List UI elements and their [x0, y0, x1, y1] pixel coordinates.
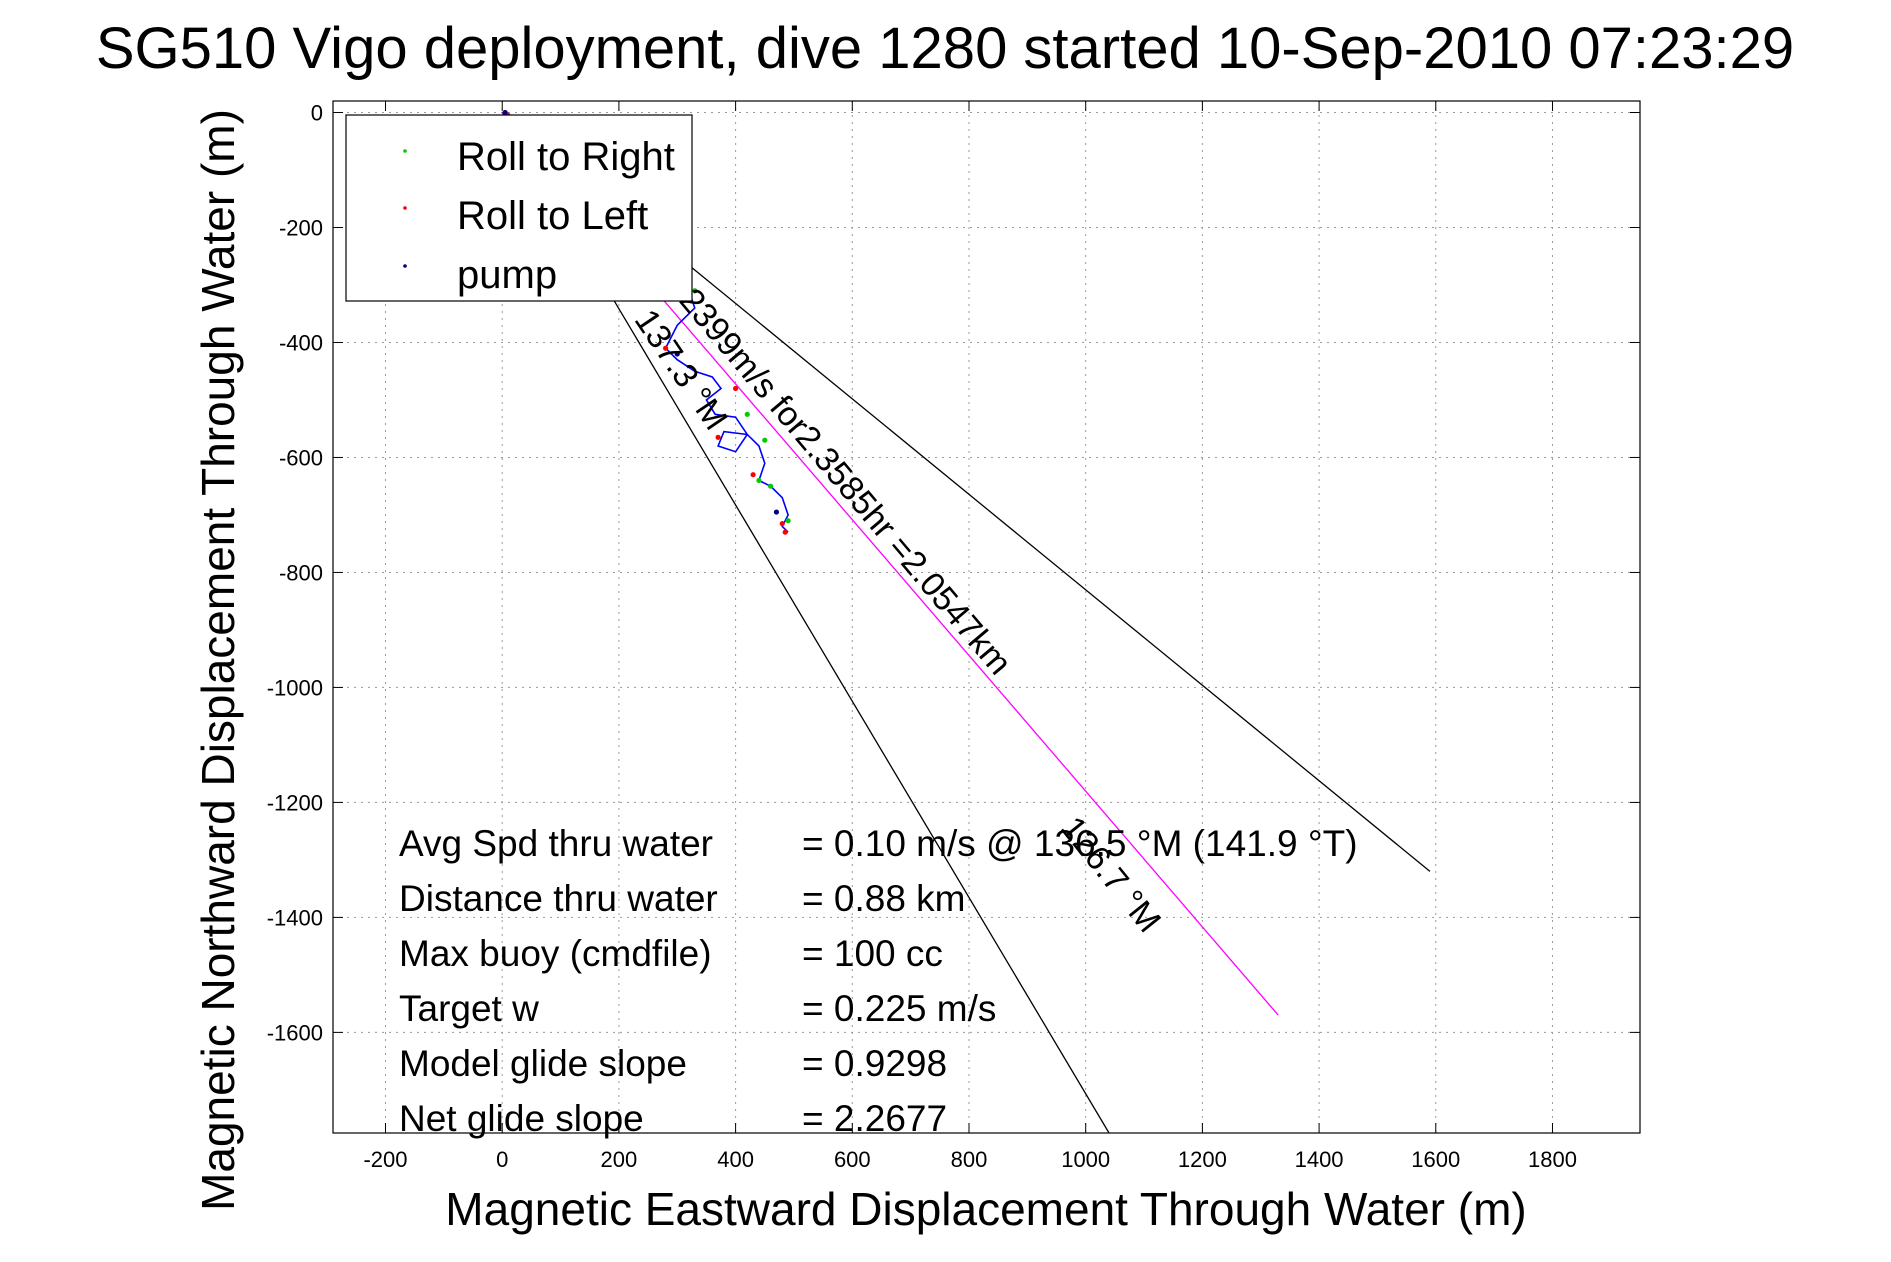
stat-value-max-buoy: = 100 cc — [802, 933, 943, 974]
stat-value-distance: = 0.88 km — [802, 878, 966, 919]
y-tick-labels: 0 -200 -400 -600 -800 -1000 -1200 -1400 -1600 — [267, 100, 323, 1045]
legend-marker-pump — [403, 264, 407, 268]
pump-points — [502, 109, 780, 515]
stat-label-avg-speed: Avg Spd thru water — [399, 823, 713, 864]
legend-label-roll-right: Roll to Right — [457, 135, 675, 179]
stat-label-model-glide: Model glide slope — [399, 1043, 687, 1084]
roll-left-point — [750, 472, 756, 478]
plot-frame — [332, 100, 1641, 1134]
x-tick-label: 600 — [834, 1147, 871, 1172]
x-tick-label: 1600 — [1411, 1147, 1460, 1172]
stats-block: Avg Spd thru water = 0.10 m/s @ 136.5 °M… — [399, 823, 1358, 1139]
chart-title: SG510 Vigo deployment, dive 1280 started… — [96, 16, 1794, 81]
axis-ticks — [333, 101, 1640, 1133]
y-tick-label: 0 — [311, 100, 323, 125]
x-tick-labels: -200 0 200 400 600 800 1000 1200 1400 1600 1800 — [363, 1147, 1576, 1172]
roll-right-point — [785, 518, 791, 524]
stat-value-avg-speed: = 0.10 m/s @ 136.5 °M (141.9 °T) — [802, 823, 1358, 864]
y-tick-label: -600 — [279, 445, 323, 470]
roll-right-point — [762, 437, 768, 443]
stat-label-target-w: Target w — [399, 988, 539, 1029]
legend-label-roll-left: Roll to Left — [457, 194, 648, 238]
roll-left-point — [733, 385, 739, 392]
x-tick-label: 0 — [496, 1147, 508, 1172]
pump-point — [773, 509, 780, 515]
y-tick-label: -1400 — [267, 905, 323, 930]
roll-right-point — [692, 288, 698, 294]
stat-label-distance: Distance thru water — [399, 878, 718, 919]
y-tick-label: -800 — [279, 560, 323, 585]
roll-right-points — [692, 288, 791, 524]
pump-point — [502, 109, 508, 116]
x-tick-label: 1000 — [1061, 1147, 1110, 1172]
roll-right-point — [744, 411, 750, 417]
y-tick-label: -1000 — [267, 675, 323, 700]
x-tick-label: 1800 — [1528, 1147, 1577, 1172]
roll-right-point — [756, 477, 762, 484]
y-tick-label: -1600 — [267, 1020, 323, 1045]
roll-right-point — [768, 483, 774, 489]
x-axis-label: Magnetic Eastward Displacement Through W… — [445, 1183, 1526, 1235]
x-tick-label: -200 — [363, 1147, 407, 1172]
x-tick-label: 1400 — [1295, 1147, 1344, 1172]
stat-value-model-glide: = 0.9298 — [802, 1043, 947, 1084]
roll-left-point — [662, 345, 669, 351]
roll-left-point — [715, 434, 721, 440]
x-tick-label: 200 — [601, 1147, 638, 1172]
x-tick-label: 800 — [951, 1147, 988, 1172]
stat-value-net-glide: = 2.2677 — [802, 1098, 947, 1139]
y-axis-label: Magnetic Northward Displacement Through … — [192, 109, 244, 1211]
legend-marker-roll-left — [403, 206, 407, 210]
y-tick-label: -1200 — [267, 790, 323, 815]
x-tick-label: 400 — [717, 1147, 754, 1172]
y-tick-label: -200 — [279, 215, 323, 240]
x-tick-label: 1200 — [1178, 1147, 1227, 1172]
stat-value-target-w: = 0.225 m/s — [802, 988, 996, 1029]
pump-point — [674, 351, 680, 357]
roll-left-point — [782, 529, 788, 535]
stat-label-max-buoy: Max buoy (cmdfile) — [399, 933, 712, 974]
legend-label-pump: pump — [457, 253, 557, 297]
stat-label-net-glide: Net glide slope — [399, 1098, 644, 1139]
y-tick-label: -400 — [279, 330, 323, 355]
roll-left-point — [779, 520, 785, 527]
legend: Roll to Right Roll to Left pump — [345, 114, 693, 302]
legend-marker-roll-right — [403, 149, 407, 153]
